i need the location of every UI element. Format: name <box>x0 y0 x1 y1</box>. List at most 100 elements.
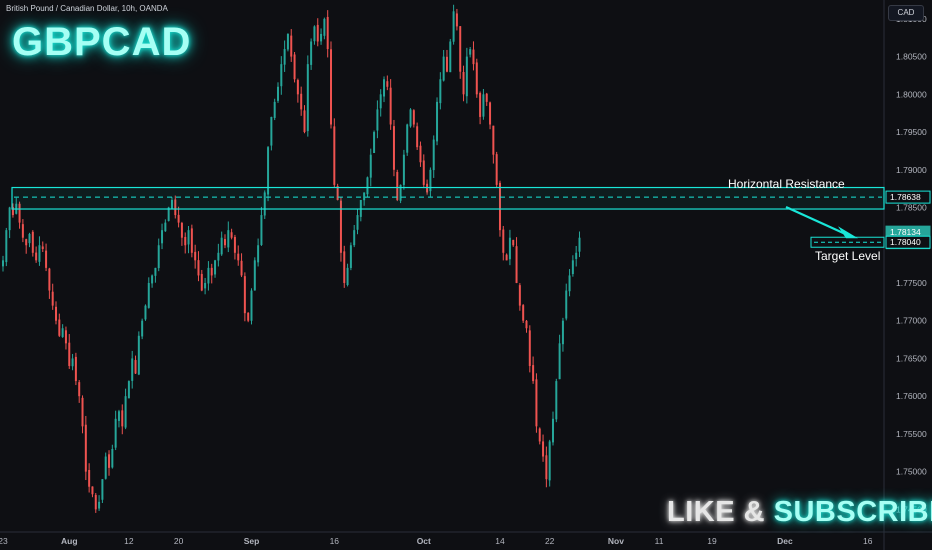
candle-body <box>223 239 226 246</box>
candle-body <box>565 290 568 319</box>
y-tick-label: 1.75500 <box>896 429 927 439</box>
y-tick-label: 1.80000 <box>896 89 927 99</box>
candle-body <box>78 382 81 397</box>
candle-body <box>127 381 130 399</box>
candle-body <box>296 80 299 95</box>
candle-body <box>535 379 538 427</box>
candle-body <box>243 276 246 314</box>
candle-body <box>121 410 124 427</box>
candle-body <box>250 290 253 321</box>
candle-body <box>399 184 402 201</box>
x-tick-label: 11 <box>655 536 664 546</box>
y-tick-label: 1.79500 <box>896 127 927 137</box>
candle-body <box>134 360 137 374</box>
candle-body <box>124 396 127 428</box>
candle-body <box>217 252 220 261</box>
candle-body <box>300 93 303 110</box>
candle-body <box>55 306 58 321</box>
candle-body <box>508 237 511 260</box>
candle-body <box>505 254 508 261</box>
candle-body <box>88 469 91 487</box>
candle-body <box>349 245 352 268</box>
candle-body <box>233 236 236 253</box>
candle-body <box>267 147 270 195</box>
candle-body <box>5 230 8 263</box>
candle-body <box>48 268 51 291</box>
candle-body <box>11 207 14 216</box>
x-tick-label: 20 <box>174 536 184 546</box>
candle-body <box>194 251 197 261</box>
y-tick-label: 1.78500 <box>896 203 927 213</box>
candle-body <box>396 171 399 200</box>
x-tick-label: 19 <box>707 536 717 546</box>
candle-body <box>74 356 77 382</box>
like-text: LIKE <box>667 496 736 528</box>
candle-body <box>538 428 541 442</box>
candle-body <box>320 33 323 42</box>
candle-body <box>230 232 233 238</box>
candle-body <box>28 233 31 244</box>
candle-body <box>253 260 256 291</box>
candle-body <box>432 139 435 171</box>
x-tick-label: 14 <box>495 536 505 546</box>
x-tick-label: 22 <box>545 536 555 546</box>
x-tick-label: Dec <box>777 536 793 546</box>
candle-body <box>575 252 578 259</box>
candle-body <box>151 275 154 284</box>
candle-body <box>227 230 230 248</box>
candle-body <box>137 335 140 375</box>
candle-body <box>210 267 213 276</box>
candle-body <box>369 154 372 178</box>
candle-body <box>422 160 425 185</box>
y-tick-label: 1.79000 <box>896 165 927 175</box>
candle-body <box>492 125 495 155</box>
candle-body <box>459 26 462 72</box>
candle-body <box>8 207 11 231</box>
candle-body <box>439 79 442 104</box>
candle-body <box>402 154 405 185</box>
candle-body <box>164 222 167 232</box>
resistance-label: Horizontal Resistance <box>728 177 845 191</box>
y-tick-label: 1.76000 <box>896 391 927 401</box>
candle-body <box>498 182 501 231</box>
candle-body <box>455 13 458 27</box>
candle-body <box>429 169 432 192</box>
candle-body <box>180 222 183 238</box>
candle-body <box>310 41 313 65</box>
candle-body <box>353 230 356 246</box>
candle-body <box>436 101 439 142</box>
candle-body <box>442 56 445 81</box>
candle-body <box>343 251 346 283</box>
y-tick-label: 1.76500 <box>896 353 927 363</box>
candle-body <box>91 486 94 495</box>
ampersand-text: & <box>743 496 766 528</box>
candle-body <box>568 275 571 292</box>
candle-body <box>472 49 475 65</box>
candle-body <box>167 207 170 221</box>
y-tick-label: 1.80500 <box>896 52 927 62</box>
candle-body <box>58 319 61 336</box>
candle-body <box>25 239 28 246</box>
candle-body <box>469 49 472 55</box>
y-tick-label: 1.74500 <box>896 504 927 514</box>
candle-body <box>389 87 392 125</box>
candle-body <box>31 231 34 253</box>
candle-body <box>190 228 193 253</box>
candle-body <box>515 246 518 283</box>
candle-body <box>174 199 177 216</box>
candle-body <box>161 230 164 244</box>
candle-body <box>108 454 111 468</box>
candle-body <box>528 330 531 366</box>
candle-body <box>445 56 448 72</box>
candle-body <box>416 126 419 148</box>
candle-body <box>462 72 465 95</box>
y-tick-label: 1.75000 <box>896 467 927 477</box>
candle-body <box>187 230 190 245</box>
candle-body <box>561 320 564 345</box>
candle-body <box>518 285 521 306</box>
candle-body <box>482 94 485 117</box>
target-price-tag: 1.78040 <box>890 237 921 247</box>
currency-button[interactable]: CAD <box>888 5 924 21</box>
